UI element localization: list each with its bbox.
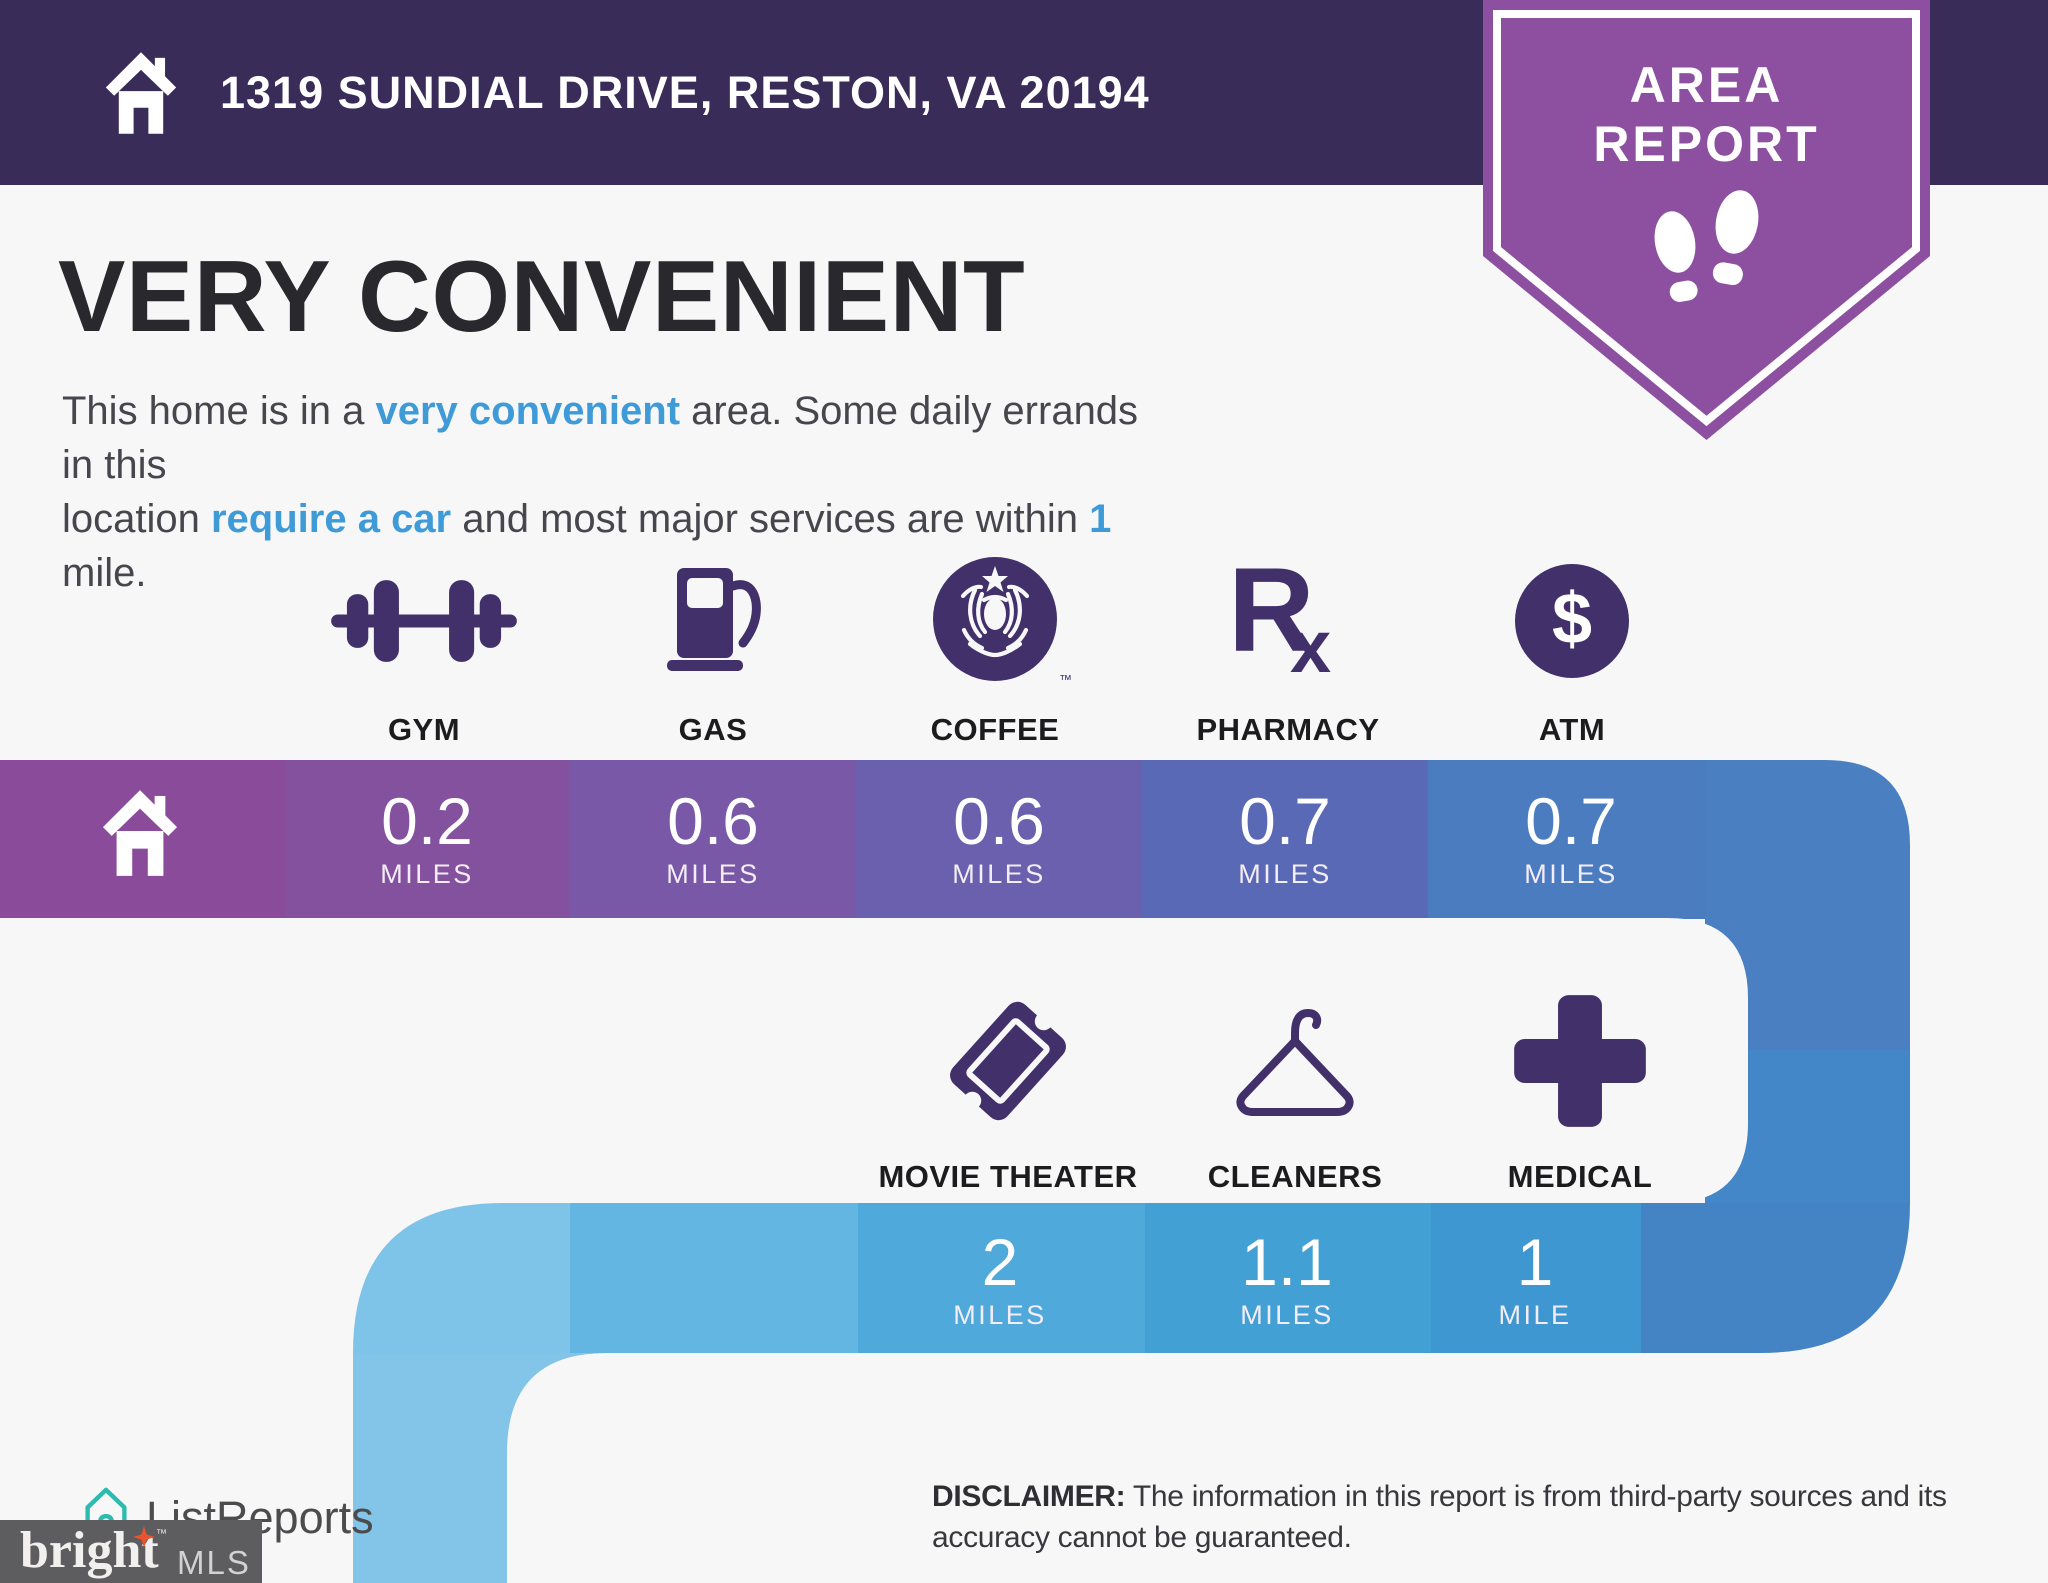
distance-unit: MILES: [953, 1300, 1047, 1330]
distance-coffee: 0.6 MILES: [889, 786, 1109, 890]
intro-paragraph: This home is in a very convenient area. …: [62, 384, 1162, 600]
poi-movie-theater: MOVIE THEATER: [858, 975, 1158, 1195]
distance-value: 1.1: [1241, 1225, 1333, 1299]
poi-label: CLEANERS: [1207, 1159, 1383, 1194]
intro-text: This home is in a: [62, 389, 376, 433]
intro-text: location: [62, 497, 211, 541]
poi-coffee: ™ COFFEE: [865, 540, 1125, 748]
distance-value: 0.6: [953, 784, 1045, 858]
medical-cross-icon: [1514, 995, 1646, 1127]
star-icon: [133, 1526, 155, 1548]
ticket-icon: [950, 1001, 1066, 1121]
distance-cleaners: 1.1 MILES: [1177, 1227, 1397, 1331]
rx-icon: R x: [1228, 544, 1348, 690]
distance-medical: 1 MILE: [1425, 1227, 1645, 1331]
distance-unit: MILE: [1498, 1300, 1572, 1330]
dumbbell-icon: [331, 580, 517, 662]
distance-unit: MILES: [666, 859, 760, 889]
mls-wordmark: MLS: [177, 1544, 251, 1581]
distance-gym: 0.2 MILES: [317, 786, 537, 890]
trademark-symbol: ™: [1059, 671, 1072, 687]
disclaimer-line1: The information in this report is from t…: [1132, 1480, 1947, 1513]
dollar-circle-icon: $: [1515, 564, 1629, 678]
dollar-sign: $: [1551, 579, 1593, 659]
intro-text: area. Some daily errands in this: [62, 389, 1139, 487]
poi-cleaners: CLEANERS: [1145, 975, 1445, 1195]
poi-label: MEDICAL: [1507, 1159, 1653, 1194]
badge-line1: AREA: [1629, 57, 1784, 113]
poi-gym: GYM: [294, 540, 554, 748]
poi-label: PHARMACY: [1196, 712, 1380, 747]
distance-value: 1: [1516, 1225, 1554, 1299]
poi-atm: $ ATM: [1442, 540, 1702, 748]
distance-atm: 0.7 MILES: [1461, 786, 1681, 890]
hanger-icon: [1236, 1009, 1354, 1116]
distance-value: 0.6: [667, 784, 759, 858]
poi-pharmacy: R x PHARMACY: [1158, 540, 1418, 748]
coffee-siren-icon: [933, 556, 1057, 681]
intro-highlight-very-convenient: very convenient: [375, 389, 681, 433]
footprints-icon: [1654, 190, 1759, 302]
trademark-symbol: ™: [156, 1528, 167, 1540]
distance-movie-theater: 2 MILES: [890, 1227, 1110, 1331]
pennant-shape: [1483, 0, 1930, 440]
distance-unit: MILES: [1524, 859, 1618, 889]
gas-pump-icon: [667, 568, 761, 671]
intro-highlight-require-a-car: require a car: [210, 497, 452, 541]
intro-text: mile.: [62, 551, 147, 595]
rx-letter-x: x: [1290, 605, 1332, 688]
badge-title: AREA REPORT: [1483, 56, 1930, 174]
area-report-badge: AREA REPORT: [1483, 0, 1930, 448]
bright-wordmark: bright: [20, 1522, 159, 1579]
distance-pharmacy: 0.7 MILES: [1175, 786, 1395, 890]
poi-gas: GAS: [583, 540, 843, 748]
intro-text: and most major services are within: [451, 497, 1090, 541]
home-icon: [102, 790, 178, 876]
poi-label: ATM: [1538, 712, 1606, 747]
rx-letter-r: R: [1228, 543, 1315, 677]
poi-label: COFFEE: [930, 712, 1060, 747]
poi-label: GYM: [387, 712, 461, 747]
poi-label: GAS: [678, 712, 748, 747]
home-icon: [105, 51, 177, 134]
disclaimer: DISCLAIMER: The information in this repo…: [932, 1476, 2042, 1558]
distance-value: 0.7: [1239, 784, 1331, 858]
intro-highlight-one: 1: [1089, 497, 1112, 541]
distance-value: 0.2: [381, 784, 473, 858]
poi-label: MOVIE THEATER: [878, 1159, 1138, 1194]
page-title: VERY CONVENIENT: [58, 241, 1026, 353]
distance-path: [0, 760, 1910, 1583]
property-address: 1319 SUNDIAL DRIVE, RESTON, VA 20194: [220, 66, 1150, 118]
bright-mls-logo: bright ™ MLS: [0, 1520, 262, 1583]
distance-gas: 0.6 MILES: [603, 786, 823, 890]
disclaimer-line2: accuracy cannot be guaranteed.: [932, 1521, 1352, 1554]
distance-value: 2: [981, 1225, 1019, 1299]
distance-unit: MILES: [1240, 1300, 1334, 1330]
disclaimer-label: DISCLAIMER:: [932, 1480, 1126, 1513]
poi-medical: MEDICAL: [1430, 975, 1730, 1195]
distance-unit: MILES: [952, 859, 1046, 889]
distance-value: 0.7: [1525, 784, 1617, 858]
badge-line2: REPORT: [1593, 116, 1820, 172]
distance-unit: MILES: [380, 859, 474, 889]
distance-unit: MILES: [1238, 859, 1332, 889]
